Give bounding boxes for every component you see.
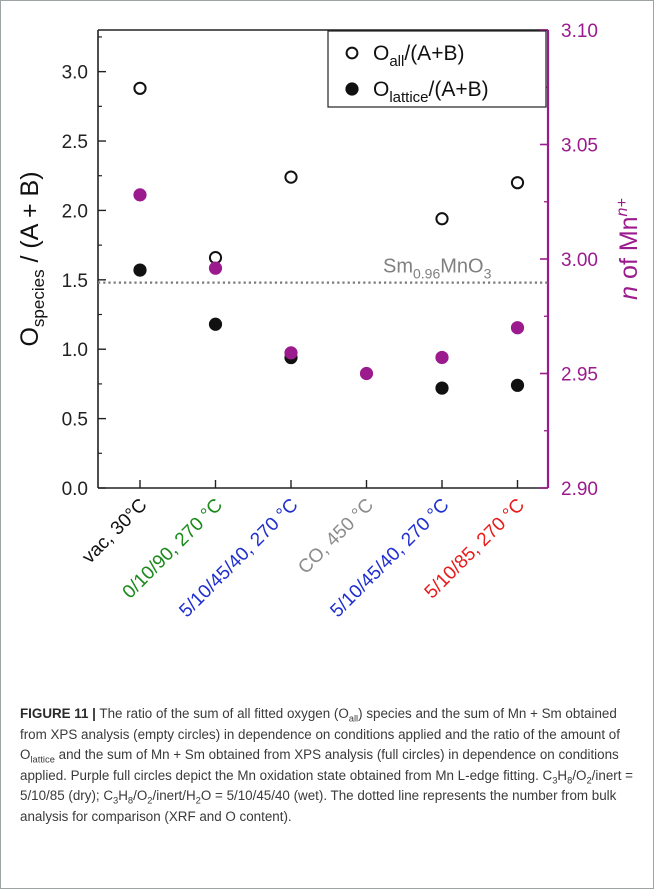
data-marks xyxy=(133,81,525,395)
purple-point xyxy=(510,321,525,335)
left-tick-label: 1.0 xyxy=(62,340,88,361)
purple-point xyxy=(133,188,147,202)
left-tick-label: 0.5 xyxy=(62,410,88,431)
right-tick-label: 3.10 xyxy=(561,21,598,42)
left-tick-label: 2.0 xyxy=(62,201,88,222)
legend-label: Olattice/(A+B) xyxy=(373,78,489,106)
x-axis: vac, 30°C0/10/90, 270 °C5/10/45/40, 270 … xyxy=(78,480,529,622)
left-axis: 0.0 0.5 1.0 1.5 2.0 2.5 3.0 Ospecies / (A + B) xyxy=(16,36,106,500)
reference-line-group: Sm0.96MnO3 xyxy=(98,256,548,284)
legend-open-circle xyxy=(345,46,359,60)
right-axis-title: n of Mnn+ xyxy=(614,198,643,300)
figure-label: FIGURE 11 | xyxy=(20,706,96,721)
legend-box xyxy=(327,30,547,108)
legend-filled-circle xyxy=(345,82,359,96)
open-circle-point xyxy=(284,170,298,184)
filled-circle-point xyxy=(510,378,525,392)
open-circle-point xyxy=(208,251,223,265)
right-tick-label: 3.05 xyxy=(561,136,598,157)
purple-point xyxy=(435,350,449,365)
left-tick-label: 3.0 xyxy=(62,63,88,84)
scatter-chart: Sm0.96MnO3 0.0 0.5 1.0 1.5 2.0 2.5 3.0 Ospecies… xyxy=(16,21,643,622)
x-tick-label: CO, 450 °C xyxy=(294,495,378,579)
left-tick-label: 0.0 xyxy=(62,479,88,500)
left-tick-label: 1.5 xyxy=(62,271,88,292)
filled-circle-point xyxy=(208,317,223,331)
figure-caption: FIGURE 11 | The ratio of the sum of all … xyxy=(20,704,636,828)
legend-label: Oall/(A+B) xyxy=(373,42,464,70)
left-axis-title: Ospecies / (A + B) xyxy=(16,171,48,346)
open-circle-point xyxy=(133,81,147,95)
right-axis: 2.90 2.95 3.00 3.05 3.10 n of Mnn+ xyxy=(540,21,643,500)
right-tick-label: 3.00 xyxy=(561,250,598,271)
reference-line-label: Sm0.96MnO3 xyxy=(383,256,492,282)
open-circle-point xyxy=(435,212,449,226)
right-tick-label: 2.95 xyxy=(561,365,598,386)
caption-text: The ratio of the sum of all fitted oxyge… xyxy=(20,706,633,824)
open-circle-point xyxy=(510,176,525,190)
filled-circle-point xyxy=(435,381,449,395)
right-tick-label: 2.90 xyxy=(561,479,598,500)
purple-point xyxy=(284,346,298,360)
left-tick-label: 2.5 xyxy=(62,132,88,153)
purple-point xyxy=(208,261,223,275)
filled-circle-point xyxy=(133,263,147,277)
legend: Oall/(A+B) Olattice/(A+B) xyxy=(327,30,547,108)
x-tick-label: vac, 30°C xyxy=(78,495,151,568)
purple-point xyxy=(359,366,374,381)
